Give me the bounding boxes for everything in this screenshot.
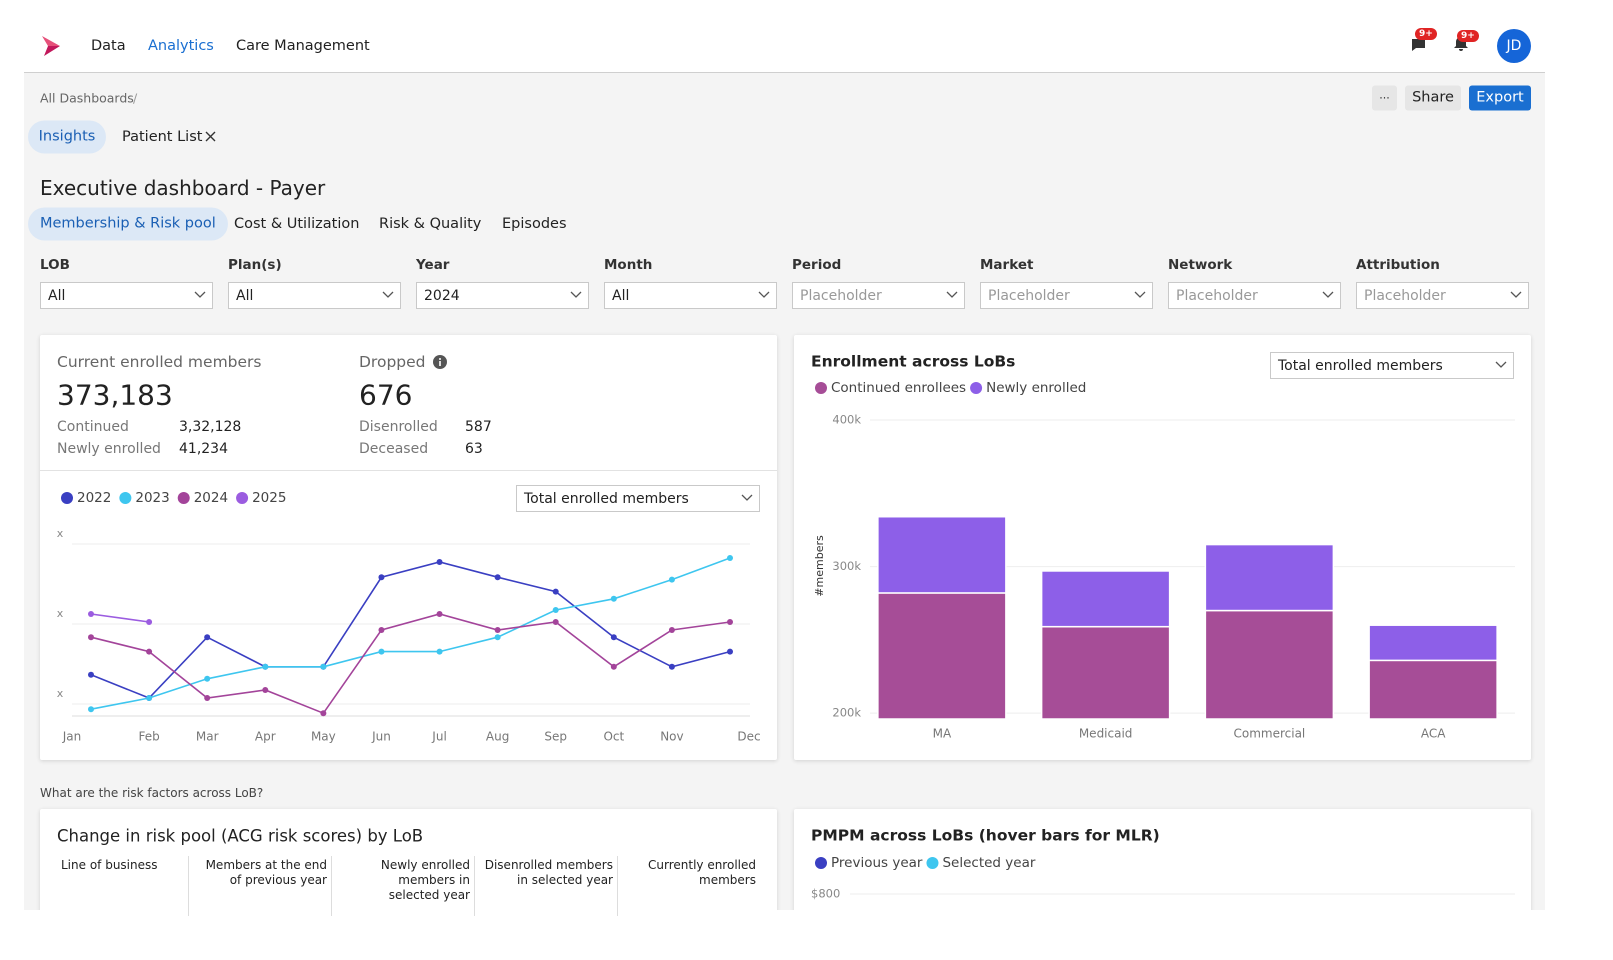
filter-dropdown-value: Placeholder — [800, 287, 882, 304]
risk-table-card — [40, 809, 777, 919]
pmpm-card — [794, 809, 1531, 919]
metric-dropdown-value: Total enrolled members — [524, 490, 689, 507]
chevron — [1134, 291, 1146, 298]
nav-item[interactable]: Data — [91, 38, 126, 54]
kpi-row-label: Continued — [57, 419, 129, 435]
metric-dropdown-value: Total enrolled members — [1278, 357, 1443, 374]
filter-dropdown[interactable]: All — [228, 282, 401, 309]
chevron — [1322, 291, 1334, 298]
avatar[interactable]: JD — [1497, 29, 1531, 63]
filter-label: Year — [416, 257, 450, 273]
tab-active[interactable]: Insights — [28, 120, 106, 154]
action-button[interactable]: ··· — [1372, 85, 1397, 111]
kpi-row-label: Deceased — [359, 441, 429, 457]
subtab[interactable]: Episodes — [502, 216, 567, 232]
filter-dropdown-value: Placeholder — [988, 287, 1070, 304]
metric-dropdown[interactable]: Total enrolled members — [516, 485, 760, 512]
filter-dropdown[interactable]: Placeholder — [792, 282, 965, 309]
table-header: Newly enrolled members in selected year — [380, 858, 470, 902]
filter-dropdown[interactable]: Placeholder — [980, 282, 1153, 309]
bottom-mask — [0, 910, 1613, 960]
kpi-divider — [40, 470, 777, 471]
chevron — [382, 291, 394, 298]
column-divider — [474, 856, 475, 916]
subtab[interactable]: Risk & Quality — [379, 216, 482, 232]
chevron — [570, 291, 582, 298]
chevron — [1510, 291, 1522, 298]
info-icon[interactable] — [433, 355, 447, 369]
table-header: Currently enrolled members — [648, 858, 756, 887]
table-header: Members at the end of previous year — [205, 858, 327, 887]
chevron — [758, 291, 770, 298]
filter-label: Attribution — [1356, 257, 1440, 273]
breadcrumb-item[interactable]: All Dashboards — [40, 90, 134, 106]
kpi-value: 373,183 — [57, 378, 173, 412]
kpi-row-value: 587 — [465, 419, 492, 435]
kpi-label: Dropped — [359, 353, 426, 371]
kpi-row-value: 3,32,128 — [179, 419, 242, 435]
filter-dropdown[interactable]: Placeholder — [1356, 282, 1529, 309]
enrollment-card — [794, 335, 1531, 760]
filter-dropdown-value: All — [48, 287, 66, 304]
filter-label: Market — [980, 257, 1034, 273]
filter-dropdown-value: All — [236, 287, 254, 304]
chat-icon[interactable] — [1411, 38, 1426, 52]
filter-dropdown-value: All — [612, 287, 630, 304]
filter-label: Month — [604, 257, 653, 273]
kpi-row-value: 63 — [465, 441, 483, 457]
logo — [42, 36, 60, 56]
tab-close[interactable] — [205, 131, 216, 142]
nav-item[interactable]: Analytics — [148, 38, 214, 54]
kpi-row-value: 41,234 — [179, 441, 228, 457]
tab[interactable]: Patient List — [122, 129, 203, 145]
nav-item[interactable]: Care Management — [236, 38, 370, 54]
subtab[interactable]: Cost & Utilization — [234, 216, 360, 232]
filter-dropdown[interactable]: All — [40, 282, 213, 309]
subtab[interactable]: Membership & Risk pool — [28, 207, 228, 241]
kpi-value: 676 — [359, 378, 413, 412]
chevron — [946, 291, 958, 298]
kpi-label: Current enrolled members — [57, 353, 262, 371]
kpi-row-label: Disenrolled — [359, 419, 438, 435]
chevron — [194, 291, 206, 298]
filter-dropdown-value: 2024 — [424, 287, 460, 304]
kpi-row-label: Newly enrolled — [57, 441, 161, 457]
filter-dropdown[interactable]: All — [604, 282, 777, 309]
filter-dropdown[interactable]: 2024 — [416, 282, 589, 309]
table-header: Disenrolled members in selected year — [484, 858, 613, 887]
action-button[interactable]: Export — [1469, 85, 1531, 111]
column-divider — [617, 856, 618, 916]
filter-label: Period — [792, 257, 842, 273]
chevron — [741, 494, 753, 501]
page-title: Executive dashboard - Payer — [40, 176, 326, 200]
filter-label: LOB — [40, 257, 70, 273]
action-button[interactable]: Share — [1405, 85, 1461, 111]
badge: 9+ — [1415, 28, 1437, 40]
badge: 9+ — [1457, 30, 1479, 42]
filter-label: Plan(s) — [228, 257, 282, 273]
table-header: Line of business — [61, 858, 158, 872]
metric-dropdown[interactable]: Total enrolled members — [1270, 352, 1514, 379]
filter-dropdown-value: Placeholder — [1176, 287, 1258, 304]
breadcrumb-separator: / — [133, 90, 138, 106]
table-title: Change in risk pool (ACG risk scores) by… — [57, 826, 424, 846]
filter-label: Network — [1168, 257, 1233, 273]
chevron — [1495, 361, 1507, 368]
filter-dropdown-value: Placeholder — [1364, 287, 1446, 304]
column-divider — [188, 856, 189, 916]
section-question: What are the risk factors across LoB? — [40, 786, 264, 800]
filter-dropdown[interactable]: Placeholder — [1168, 282, 1341, 309]
column-divider — [331, 856, 332, 916]
